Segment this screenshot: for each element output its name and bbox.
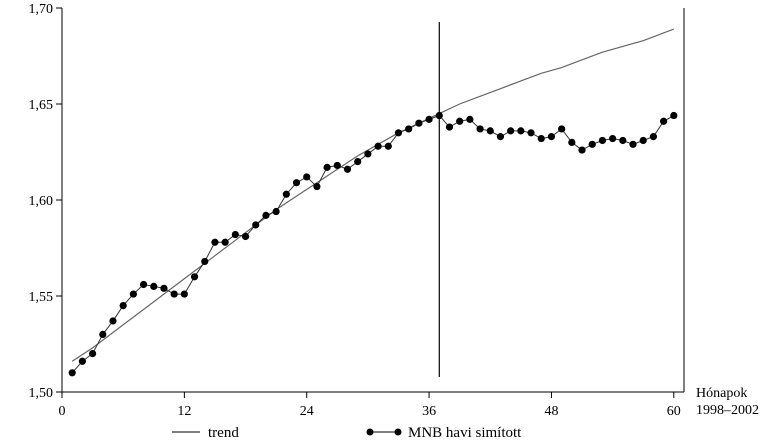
- plot-frame: [61, 8, 685, 393]
- mnb-data-point: [435, 111, 443, 120]
- legend-trend-label: trend: [208, 425, 239, 441]
- mnb-data-point: [649, 133, 658, 141]
- y-ticks: 1,50 1,55 1,60 1,65 1,70: [29, 2, 62, 401]
- mnb-data-point: [660, 117, 668, 125]
- mnb-data-point: [88, 350, 97, 358]
- mnb-data-point: [394, 129, 403, 137]
- mnb-data-point: [272, 207, 280, 216]
- mnb-data-point: [415, 119, 423, 127]
- mnb-data-point: [588, 140, 596, 148]
- y-tick-label: 1,60: [29, 194, 54, 209]
- mnb-data-point: [507, 127, 515, 135]
- mnb-data-point: [170, 290, 178, 298]
- mnb-data-point: [150, 282, 158, 290]
- mnb-data-point: [639, 136, 647, 145]
- x-ticks: 0 12 24 36 48 60: [59, 392, 681, 419]
- mnb-data-point: [78, 357, 86, 365]
- mnb-data-point: [180, 290, 188, 298]
- mnb-data-point: [190, 273, 199, 281]
- legend-mnb-swatch-marker-right: [394, 428, 402, 436]
- legend: trend MNB havi simított: [172, 425, 522, 441]
- trend-series-line: [71, 28, 675, 362]
- x-tick-label: 48: [544, 404, 558, 419]
- mnb-data-point: [99, 330, 107, 338]
- mnb-data-point: [109, 317, 117, 325]
- mnb-data-point: [354, 158, 362, 166]
- x-tick-label: 0: [59, 404, 66, 419]
- mnb-data-point: [517, 127, 525, 135]
- mnb-data-point: [364, 150, 372, 158]
- mnb-data-point: [343, 165, 352, 173]
- y-tick-label: 1,55: [29, 290, 54, 305]
- mnb-data-point: [558, 125, 566, 133]
- mnb-data-point: [303, 173, 311, 181]
- mnb-data-point: [486, 127, 494, 135]
- x-tick-label: 24: [300, 404, 314, 419]
- mnb-data-point: [292, 179, 301, 187]
- legend-mnb-label: MNB havi simított: [408, 425, 522, 441]
- mnb-data-point: [568, 138, 576, 146]
- mnb-data-point: [160, 284, 168, 292]
- mnb-data-point: [496, 133, 505, 141]
- mnb-data-point: [252, 221, 260, 229]
- y-tick-label: 1,65: [29, 98, 54, 113]
- mnb-data-point: [313, 182, 321, 191]
- mnb-data-point: [333, 161, 341, 170]
- y-tick-label: 1,70: [29, 2, 54, 17]
- mnb-data-point: [537, 134, 545, 143]
- mnb-data-point: [201, 257, 209, 266]
- mnb-data-point: [466, 115, 474, 123]
- mnb-data-point: [619, 136, 627, 145]
- mnb-data-point: [211, 238, 219, 246]
- mnb-data-point: [231, 230, 239, 239]
- y-tick-label: 1,50: [29, 386, 54, 401]
- x-tick-label: 36: [422, 404, 436, 419]
- mnb-data-point: [129, 290, 137, 298]
- mnb-series-line: [71, 114, 675, 374]
- mnb-data-point: [262, 211, 270, 219]
- mnb-data-point: [405, 125, 413, 133]
- mnb-data-point: [384, 142, 392, 150]
- mnb-data-point: [598, 136, 607, 145]
- mnb-series-markers: [68, 111, 678, 377]
- x-tick-label: 12: [177, 404, 191, 419]
- mnb-data-point: [609, 134, 617, 143]
- mnb-data-point: [139, 280, 148, 289]
- mnb-data-point: [68, 369, 76, 377]
- mnb-data-point: [476, 125, 484, 133]
- mnb-data-point: [425, 115, 433, 123]
- mnb-data-point: [221, 238, 229, 246]
- mnb-data-point: [323, 163, 331, 171]
- mnb-data-point: [119, 302, 127, 310]
- mnb-data-point: [282, 190, 290, 198]
- mnb-data-point: [578, 146, 586, 154]
- x-axis-label-line1: Hónapok: [696, 386, 747, 401]
- x-tick-label: 60: [667, 404, 681, 419]
- x-axis-label-line2: 1998–2002: [696, 403, 759, 418]
- mnb-data-point: [374, 142, 382, 150]
- mnb-data-point: [456, 117, 464, 125]
- mnb-data-point: [547, 133, 556, 141]
- mnb-data-point: [629, 140, 637, 148]
- mnb-data-point: [527, 129, 535, 137]
- mnb-data-point: [445, 123, 454, 131]
- mnb-data-point: [670, 111, 678, 120]
- mnb-data-point: [241, 232, 250, 241]
- legend-mnb-swatch-marker-left: [366, 428, 374, 436]
